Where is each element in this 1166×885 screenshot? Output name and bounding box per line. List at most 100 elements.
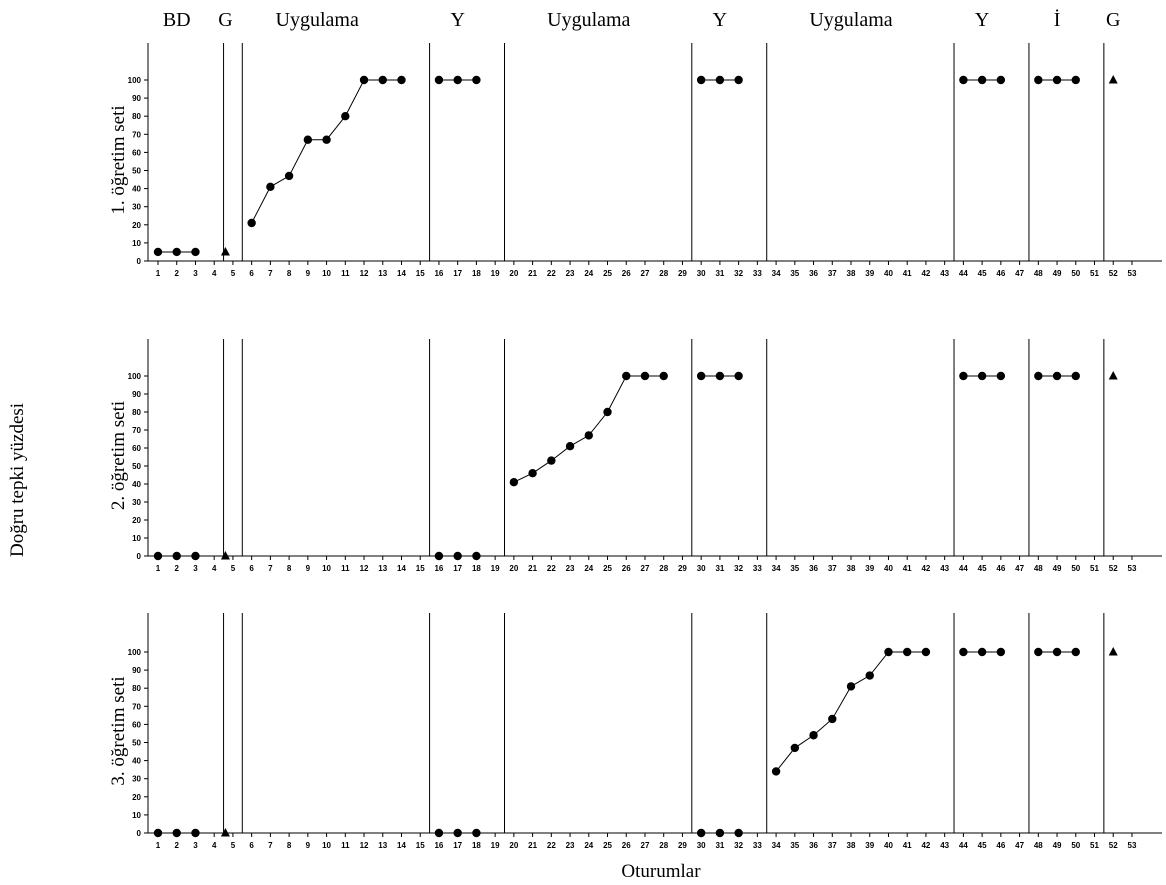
generalization-point [220,551,230,560]
x-tick-label: 11 [341,841,350,850]
x-tick-label: 43 [940,841,949,850]
x-tick-label: 3 [193,269,198,278]
x-tick-label: 48 [1034,564,1043,573]
x-tick-label: 34 [772,269,781,278]
phase-label: G [1106,9,1120,31]
x-tick-label: 33 [753,269,762,278]
x-tick-label: 52 [1109,841,1118,850]
y-tick-label: 20 [132,516,141,525]
x-tick-label: 36 [809,564,818,573]
data-point [1034,647,1043,657]
data-point [322,135,331,144]
y-tick-label: 60 [132,720,141,729]
x-tick-label: 45 [978,841,987,850]
y-tick-label: 40 [132,757,141,766]
x-tick-label: 8 [287,841,292,850]
x-tick-label: 39 [865,269,874,278]
data-point [584,431,593,440]
y-tick-label: 50 [132,739,141,748]
x-tick-label: 44 [959,564,968,573]
x-tick-label: 20 [509,269,518,278]
data-point [434,828,444,838]
x-tick-label: 42 [921,564,930,573]
x-tick-label: 40 [884,269,893,278]
x-tick-label: 1 [156,564,161,573]
data-point [903,647,912,657]
y-tick-label: 60 [132,444,141,453]
data-point [153,551,163,561]
x-tick-label: 14 [397,841,406,850]
data-point [977,371,987,381]
data-point [284,171,294,181]
data-point [715,828,725,838]
x-tick-label: 19 [491,841,500,850]
data-point [172,551,181,561]
data-point [996,75,1006,85]
data-point [622,371,631,381]
data-point [809,731,818,740]
x-tick-label: 52 [1109,564,1118,573]
series-line [251,79,402,224]
x-tick-label: 13 [378,841,387,850]
y-tick-label: 30 [132,498,141,507]
x-tick-label: 37 [828,841,837,850]
x-tick-label: 51 [1090,564,1099,573]
data-point [153,828,163,838]
x-tick-label: 39 [865,564,874,573]
x-tick-label: 31 [715,564,724,573]
data-point [921,647,931,657]
data-point [977,75,987,85]
data-point [603,407,612,417]
x-tick-label: 15 [416,564,425,573]
x-tick-label: 4 [212,269,217,278]
x-tick-label: 48 [1034,841,1043,850]
x-tick-label: 34 [772,564,781,573]
x-tick-label: 17 [453,564,462,573]
phase-label: G [218,9,232,31]
x-tick-label: 16 [434,841,443,850]
x-tick-label: 40 [884,841,893,850]
x-tick-label: 15 [416,269,425,278]
data-point [1071,647,1080,657]
x-tick-label: 30 [697,841,706,850]
data-point [996,371,1006,381]
x-tick-label: 12 [360,269,369,278]
x-tick-label: 27 [641,841,650,850]
x-tick-label: 40 [884,564,893,573]
x-tick-label: 21 [528,269,537,278]
data-point [472,75,481,85]
data-point [565,442,575,451]
x-tick-label: 35 [790,841,799,850]
x-tick-label: 2 [175,841,180,850]
data-point [472,828,481,838]
x-tick-label: 23 [566,269,575,278]
x-tick-label: 10 [322,564,331,573]
data-point [659,371,668,381]
x-tick-label: 30 [697,564,706,573]
x-tick-label: 49 [1053,564,1062,573]
x-tick-label: 45 [978,564,987,573]
x-tick-label: 43 [940,269,949,278]
x-tick-label: 44 [959,841,968,850]
x-tick-label: 9 [306,564,311,573]
data-point [453,75,462,85]
x-tick-label: 26 [622,841,631,850]
x-tick-label: 22 [547,269,556,278]
x-tick-label: 38 [847,564,856,573]
y-axis-title: Doğru tepki yüzdesi [7,403,28,557]
y-tick-label: 50 [132,462,141,471]
x-tick-label: 14 [397,269,406,278]
phase-label: Uygulama [276,9,359,31]
data-point [453,551,462,561]
x-tick-label: 23 [566,564,575,573]
x-tick-label: 26 [622,269,631,278]
generalization-point [220,828,230,837]
x-tick-label: 41 [903,841,912,850]
data-point [1052,371,1062,381]
x-tick-label: 43 [940,564,949,573]
data-point [547,456,556,465]
x-tick-label: 20 [509,564,518,573]
